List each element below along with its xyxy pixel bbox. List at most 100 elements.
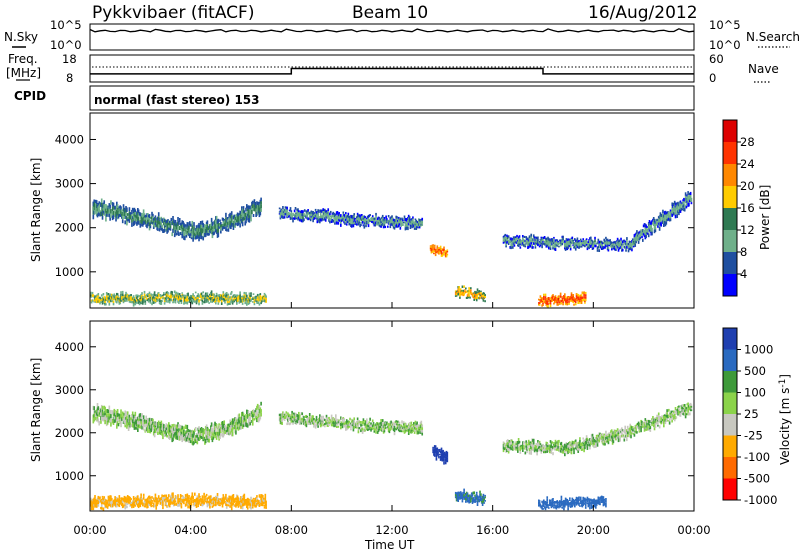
heatmap-cell xyxy=(374,224,376,226)
heatmap-cell xyxy=(260,295,262,297)
heatmap-cell xyxy=(421,424,423,427)
heatmap-cell xyxy=(582,446,584,448)
heatmap-cell xyxy=(255,296,257,298)
heatmap-cell xyxy=(634,434,636,437)
heatmap-cell xyxy=(562,303,564,305)
heatmap-cell xyxy=(657,425,659,427)
heatmap-cell xyxy=(362,431,364,434)
heatmap-cell xyxy=(252,418,254,422)
heatmap-cell xyxy=(171,299,173,302)
heatmap-cell xyxy=(158,421,160,424)
heatmap-cell xyxy=(317,426,319,428)
heatmap-cell xyxy=(432,246,434,248)
heatmap-cell xyxy=(473,299,475,301)
heatmap-cell xyxy=(114,206,116,210)
heatmap-cell xyxy=(260,208,262,212)
heatmap-cell xyxy=(571,292,573,294)
heatmap-cell xyxy=(512,441,514,443)
heatmap-cell xyxy=(579,302,581,304)
heatmap-cell xyxy=(386,218,388,220)
heatmap-cell xyxy=(375,431,377,434)
heatmap-cell xyxy=(530,234,532,237)
heatmap-cell xyxy=(662,210,664,214)
heatmap-cell xyxy=(361,425,363,427)
heatmap-cell xyxy=(542,304,544,306)
heatmap-cell xyxy=(559,303,561,305)
heatmap-cell xyxy=(484,300,486,302)
heatmap-cell xyxy=(162,435,164,439)
heatmap-cell xyxy=(432,249,434,251)
heatmap-cell xyxy=(530,245,532,248)
heatmap-cell xyxy=(468,287,470,290)
heatmap-cell xyxy=(593,245,595,247)
heatmap-cell xyxy=(321,416,323,419)
heatmap-cell xyxy=(684,205,686,208)
heatmap-cell xyxy=(120,409,122,414)
heatmap-cell xyxy=(301,412,303,415)
heatmap-cell xyxy=(198,426,200,430)
heatmap-cell xyxy=(411,431,413,433)
heatmap-cell xyxy=(246,216,248,220)
heatmap-cell xyxy=(112,207,114,212)
heatmap-cell xyxy=(192,221,194,225)
heatmap-cell xyxy=(103,204,105,208)
heatmap-cell xyxy=(187,299,189,302)
heatmap-cell xyxy=(614,432,616,434)
heatmap-cell xyxy=(113,303,115,305)
heatmap-cell xyxy=(188,226,190,230)
heatmap-cell xyxy=(362,428,364,431)
heatmap-cell xyxy=(110,209,112,213)
heatmap-cell xyxy=(105,217,107,221)
heatmap-cell xyxy=(652,416,654,419)
heatmap-cell xyxy=(539,304,541,306)
heatmap-cell xyxy=(353,215,355,217)
heatmap-cell xyxy=(327,417,329,419)
heatmap-cell xyxy=(249,293,251,296)
heatmap-cell xyxy=(509,443,511,446)
heatmap-cell xyxy=(562,243,564,245)
heatmap-cell xyxy=(127,213,129,216)
heatmap-cell xyxy=(366,219,368,221)
heatmap-cell xyxy=(354,218,356,220)
heatmap-cell xyxy=(574,442,576,444)
heatmap-cell xyxy=(558,243,560,245)
heatmap-cell xyxy=(658,413,660,416)
heatmap-cell xyxy=(249,422,251,425)
heatmap-cell xyxy=(624,439,626,442)
heatmap-cell xyxy=(584,447,586,449)
colorbar-segment xyxy=(723,164,737,187)
heatmap-cell xyxy=(358,424,360,427)
heatmap-cell xyxy=(447,251,449,253)
heatmap-cell xyxy=(470,289,472,291)
heatmap-cell xyxy=(547,445,549,447)
heatmap-cell xyxy=(232,220,234,223)
heatmap-cell xyxy=(239,291,241,294)
heatmap-cell xyxy=(609,439,611,441)
heatmap-cell xyxy=(110,418,112,422)
heatmap-cell xyxy=(659,227,661,231)
heatmap-cell xyxy=(350,428,352,430)
heatmap-cell xyxy=(638,422,640,424)
heatmap-cell xyxy=(619,240,621,243)
heatmap-cell xyxy=(624,436,626,439)
noise-sky-line xyxy=(90,29,694,32)
heatmap-cell xyxy=(686,203,688,206)
heatmap-cell xyxy=(403,421,405,423)
heatmap-cell xyxy=(597,444,599,447)
heatmap-cell xyxy=(113,301,115,303)
heatmap-cell xyxy=(179,293,181,295)
heatmap-cell xyxy=(647,231,649,233)
heatmap-cell xyxy=(119,303,121,305)
heatmap-cell xyxy=(145,416,147,420)
heatmap-cell xyxy=(208,302,210,304)
heatmap-cell xyxy=(399,422,401,425)
heatmap-cell xyxy=(421,223,423,226)
heatmap-cell xyxy=(374,220,376,222)
heatmap-cell xyxy=(413,422,415,425)
heatmap-cell xyxy=(242,222,244,227)
heatmap-cell xyxy=(332,220,334,223)
heatmap-cell xyxy=(462,286,464,289)
heatmap-cell xyxy=(545,294,547,297)
heatmap-cell xyxy=(290,217,292,220)
heatmap-cell xyxy=(258,294,260,296)
